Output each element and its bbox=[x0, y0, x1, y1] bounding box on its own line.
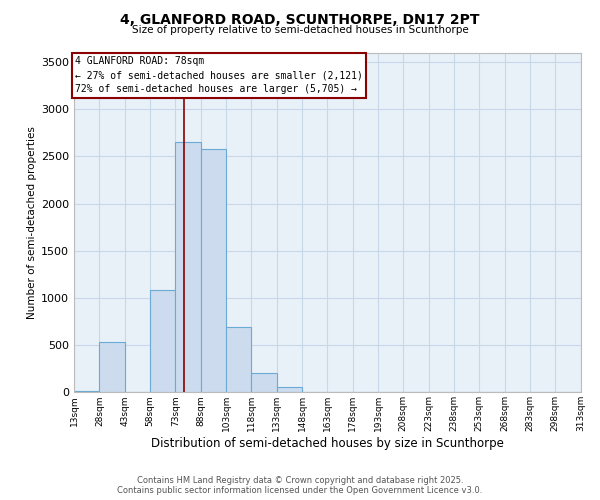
Bar bbox=[226, 327, 251, 392]
Bar bbox=[277, 386, 302, 392]
Bar bbox=[150, 290, 175, 392]
Text: 4, GLANFORD ROAD, SCUNTHORPE, DN17 2PT: 4, GLANFORD ROAD, SCUNTHORPE, DN17 2PT bbox=[120, 12, 480, 26]
Text: 4 GLANFORD ROAD: 78sqm
← 27% of semi-detached houses are smaller (2,121)
72% of : 4 GLANFORD ROAD: 78sqm ← 27% of semi-det… bbox=[75, 56, 363, 94]
Bar bbox=[251, 374, 277, 392]
Bar bbox=[175, 142, 201, 393]
Bar bbox=[201, 149, 226, 392]
Text: Contains HM Land Registry data © Crown copyright and database right 2025.
Contai: Contains HM Land Registry data © Crown c… bbox=[118, 476, 482, 495]
Text: Size of property relative to semi-detached houses in Scunthorpe: Size of property relative to semi-detach… bbox=[131, 25, 469, 35]
X-axis label: Distribution of semi-detached houses by size in Scunthorpe: Distribution of semi-detached houses by … bbox=[151, 437, 504, 450]
Y-axis label: Number of semi-detached properties: Number of semi-detached properties bbox=[27, 126, 37, 319]
Bar bbox=[100, 342, 125, 392]
